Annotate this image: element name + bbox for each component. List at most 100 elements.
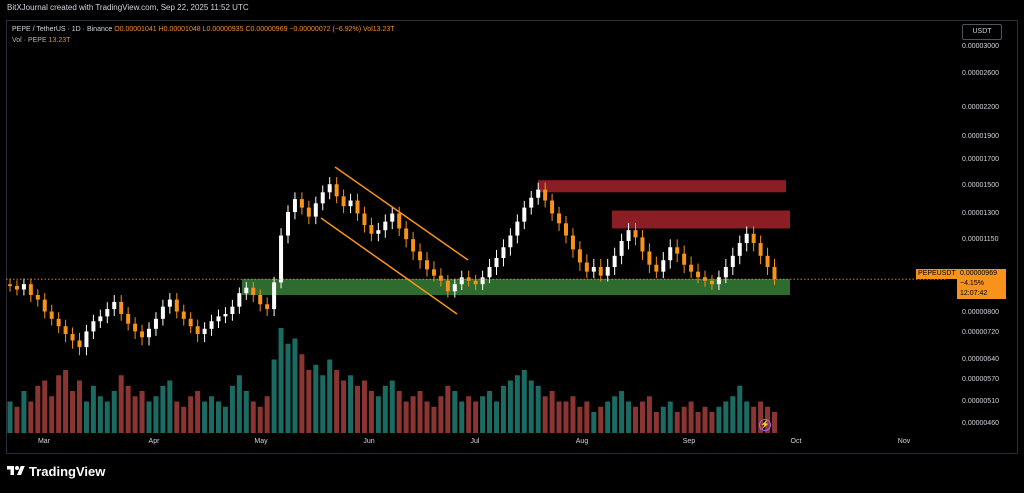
volume-label[interactable]: Vol · PEPE — [12, 37, 47, 44]
candle-body — [237, 293, 242, 307]
volume-bar — [313, 364, 319, 433]
candle-body — [550, 200, 555, 214]
candle-body — [84, 331, 89, 348]
candle-body — [42, 299, 47, 312]
price-tick-label: 0.00000510 — [962, 398, 999, 405]
candle-body — [77, 340, 82, 348]
volume-bar — [278, 328, 284, 433]
volume-bar — [348, 375, 354, 433]
volume-bar — [605, 401, 611, 433]
volume-bar — [466, 396, 472, 433]
volume-bar — [341, 380, 347, 433]
volume-bar — [139, 391, 145, 433]
volume-bar — [431, 406, 437, 433]
legend-vol: Vol13.23T — [363, 26, 395, 33]
price-tick-label: 0.00001500 — [962, 182, 999, 189]
candle-body — [63, 326, 68, 334]
candle-body — [306, 207, 311, 217]
volume-bar — [660, 406, 666, 433]
candle-body — [230, 306, 235, 314]
volume-bar — [730, 396, 736, 433]
volume-bar — [243, 391, 249, 433]
candle-body — [251, 287, 256, 295]
lightning-icon[interactable]: ⚡ — [759, 419, 771, 431]
volume-bar — [751, 406, 757, 433]
volume-bar — [473, 401, 479, 433]
volume-bar — [285, 343, 291, 433]
candle-body — [570, 235, 575, 250]
candle-body — [279, 235, 284, 283]
legend-open: O0.00001041 — [114, 26, 157, 33]
legend-symbol[interactable]: PEPE / TetherUS · 1D · Binance — [12, 26, 113, 33]
candle-body — [591, 267, 596, 272]
candle-body — [494, 258, 499, 268]
candle-body — [522, 207, 527, 222]
volume-bar — [723, 401, 729, 433]
tradingview-wordmark: TradingView — [29, 463, 106, 479]
candle-body — [709, 280, 714, 285]
candle-body — [772, 267, 777, 280]
candle-body — [216, 316, 221, 322]
volume-bar — [438, 396, 444, 433]
candle-body — [557, 213, 562, 224]
volume-bar — [459, 401, 465, 433]
volume-bar — [382, 385, 388, 433]
candle-body — [501, 247, 506, 259]
candle-body — [153, 318, 158, 329]
volume-bar — [584, 401, 590, 433]
candle-body — [119, 301, 124, 314]
candle-body — [181, 311, 186, 319]
volume-bar — [646, 396, 652, 433]
volume-bar — [42, 380, 48, 433]
volume-bar — [542, 396, 548, 433]
candle-body — [730, 255, 735, 268]
candle-body — [327, 184, 332, 193]
chart-header: BitXJournal created with TradingView.com… — [7, 3, 249, 17]
volume-bar — [49, 396, 55, 433]
candle-body — [564, 223, 568, 236]
volume-bar — [410, 396, 416, 433]
tradingview-logo: TradingView — [7, 462, 105, 480]
time-tick-label: Jul — [470, 438, 480, 445]
price-tick-label: 0.00001700 — [962, 156, 999, 163]
candle-body — [480, 277, 485, 285]
price-tick-label: 0.00000570 — [962, 376, 999, 383]
price-axis[interactable]: 0.00003000 0.00002600 0.00002200 0.00001900… — [946, 20, 1018, 433]
candle-body — [404, 228, 409, 240]
time-axis[interactable]: Mar Apr May Jun Jul Aug Sep Oct Nov — [6, 433, 946, 453]
candle-body — [286, 212, 290, 236]
volume-bar — [160, 385, 166, 433]
volume-bar — [772, 412, 777, 433]
volume-bar — [83, 401, 89, 433]
candle-body — [473, 280, 478, 285]
candle-body — [21, 284, 26, 290]
candle-body — [605, 267, 610, 276]
volume-bar — [202, 401, 208, 433]
volume-bar — [396, 391, 402, 433]
volume-bar — [236, 375, 242, 433]
volume-bar — [355, 385, 360, 433]
candle-body — [397, 213, 402, 229]
volume-bar — [403, 401, 409, 433]
candle-body — [126, 314, 131, 324]
chart-frame — [6, 20, 1018, 454]
volume-bar — [633, 406, 638, 433]
candlestick-chart[interactable] — [6, 20, 946, 433]
currency-selector[interactable]: USDT — [962, 24, 1002, 40]
candle-body — [675, 247, 680, 254]
legend-low: L0.00000935 — [202, 26, 244, 33]
candle-body — [744, 233, 749, 244]
volume-bar — [375, 396, 381, 433]
volume-bar — [424, 401, 430, 433]
price-tick-label: 0.00003000 — [962, 43, 999, 50]
candle-body — [626, 230, 631, 241]
volume-bar — [591, 412, 597, 433]
candle-body — [487, 267, 492, 278]
price-symbol-label: PEPEUSDT — [916, 269, 958, 279]
volume-bar — [758, 401, 764, 433]
volume-bar — [535, 385, 541, 433]
volume-bar — [320, 375, 326, 433]
candle-body — [348, 200, 353, 207]
volume-bar — [507, 380, 513, 433]
candle-body — [438, 275, 443, 281]
